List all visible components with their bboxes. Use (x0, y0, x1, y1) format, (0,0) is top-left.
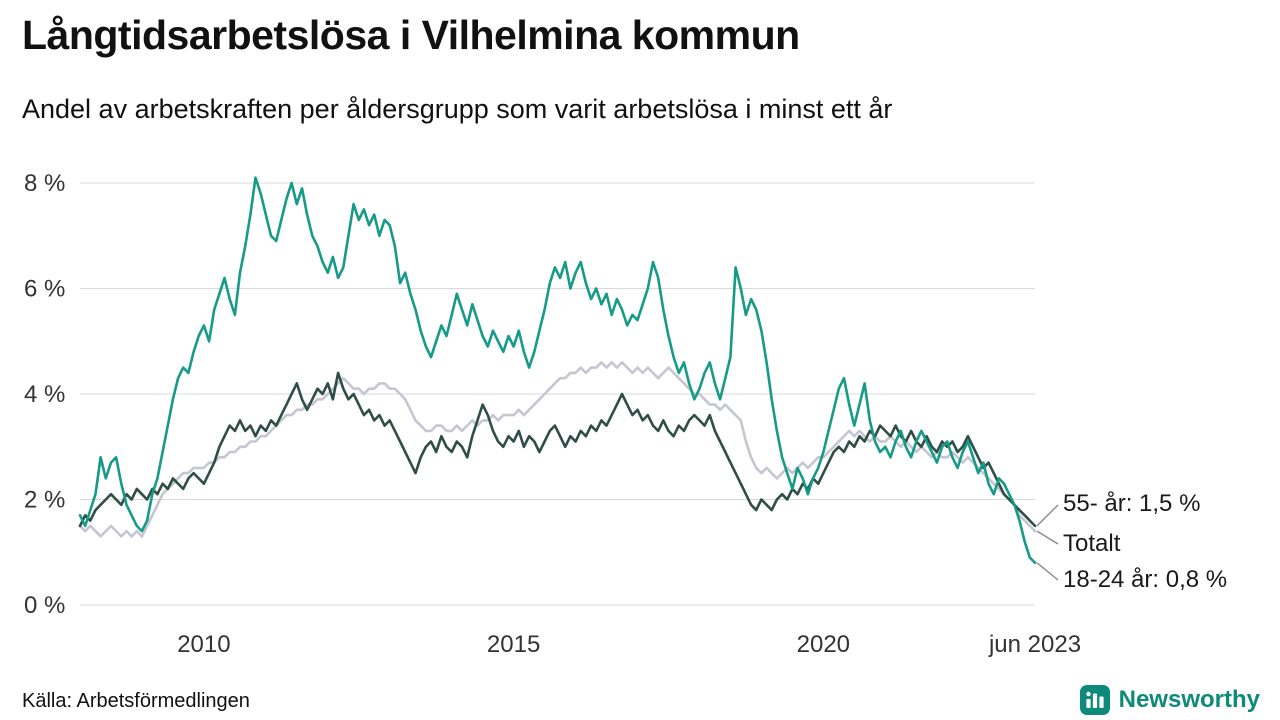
annotation-55-ar: 55- år: 1,5 % (1063, 490, 1201, 517)
svg-text:6 %: 6 % (24, 276, 65, 303)
svg-text:2020: 2020 (797, 631, 850, 658)
chart-title: Långtidsarbetslösa i Vilhelmina kommun (22, 12, 800, 58)
annotation-totalt: Totalt (1063, 530, 1121, 557)
newsworthy-chart-icon (1079, 685, 1110, 715)
annotation-18-24-ar: 18-24 år: 0,8 % (1063, 566, 1228, 593)
svg-text:jun 2023: jun 2023 (988, 631, 1081, 658)
newsworthy-logo: Newsworthy (1079, 684, 1260, 716)
source-note: Källa: Arbetsförmedlingen (22, 690, 250, 712)
brand-name: Newsworthy (1118, 686, 1260, 713)
line-chart: 0 % 2 % 4 % 6 % 8 % 2010 2015 2020 jun 2023 55- … (0, 160, 1280, 675)
svg-text:4 %: 4 % (24, 381, 65, 408)
svg-text:2010: 2010 (177, 631, 230, 658)
svg-text:2015: 2015 (487, 631, 540, 658)
svg-text:0 %: 0 % (24, 592, 65, 619)
chart-canvas: 0 % 2 % 4 % 6 % 8 % 2010 2015 2020 jun 2023 (24, 170, 1081, 658)
svg-text:2 %: 2 % (24, 487, 65, 514)
svg-text:8 %: 8 % (24, 170, 65, 197)
chart-subtitle: Andel av arbetskraften per åldersgrupp s… (22, 94, 893, 124)
